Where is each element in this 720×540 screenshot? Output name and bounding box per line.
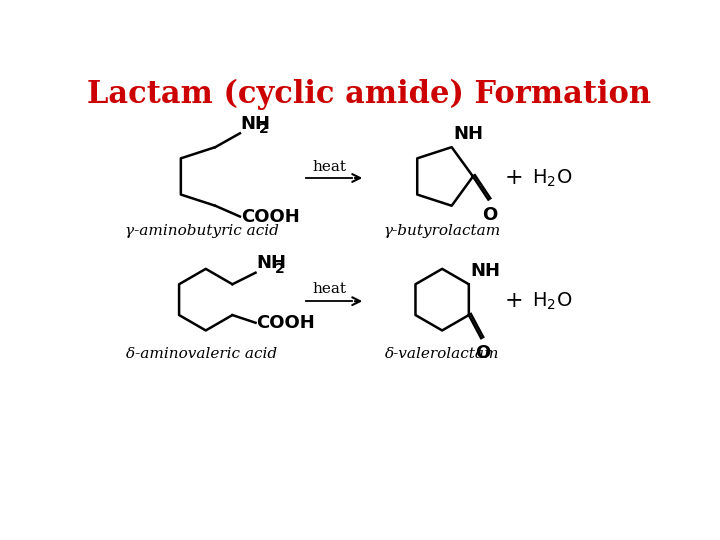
Text: 2: 2 (275, 262, 284, 276)
Text: COOH: COOH (256, 314, 315, 332)
Text: 2: 2 (259, 123, 269, 137)
Text: COOH: COOH (240, 207, 300, 226)
Text: NH: NH (470, 262, 500, 280)
Text: δ-valerolactam: δ-valerolactam (385, 347, 500, 361)
Text: NH: NH (240, 114, 271, 132)
Text: heat: heat (312, 282, 346, 296)
Text: γ-aminobutyric acid: γ-aminobutyric acid (125, 224, 279, 238)
Text: γ-butyrolactam: γ-butyrolactam (384, 224, 501, 238)
Text: δ-aminovaleric acid: δ-aminovaleric acid (126, 347, 277, 361)
Text: NH: NH (453, 125, 483, 143)
Text: H$_2$O: H$_2$O (532, 167, 572, 188)
Text: NH: NH (256, 254, 287, 272)
Text: H$_2$O: H$_2$O (532, 291, 572, 312)
Text: Lactam (cyclic amide) Formation: Lactam (cyclic amide) Formation (87, 79, 651, 110)
Text: +: + (505, 167, 523, 189)
Text: O: O (482, 206, 498, 224)
Text: +: + (505, 290, 523, 312)
Text: heat: heat (312, 160, 346, 174)
Text: O: O (475, 345, 490, 362)
